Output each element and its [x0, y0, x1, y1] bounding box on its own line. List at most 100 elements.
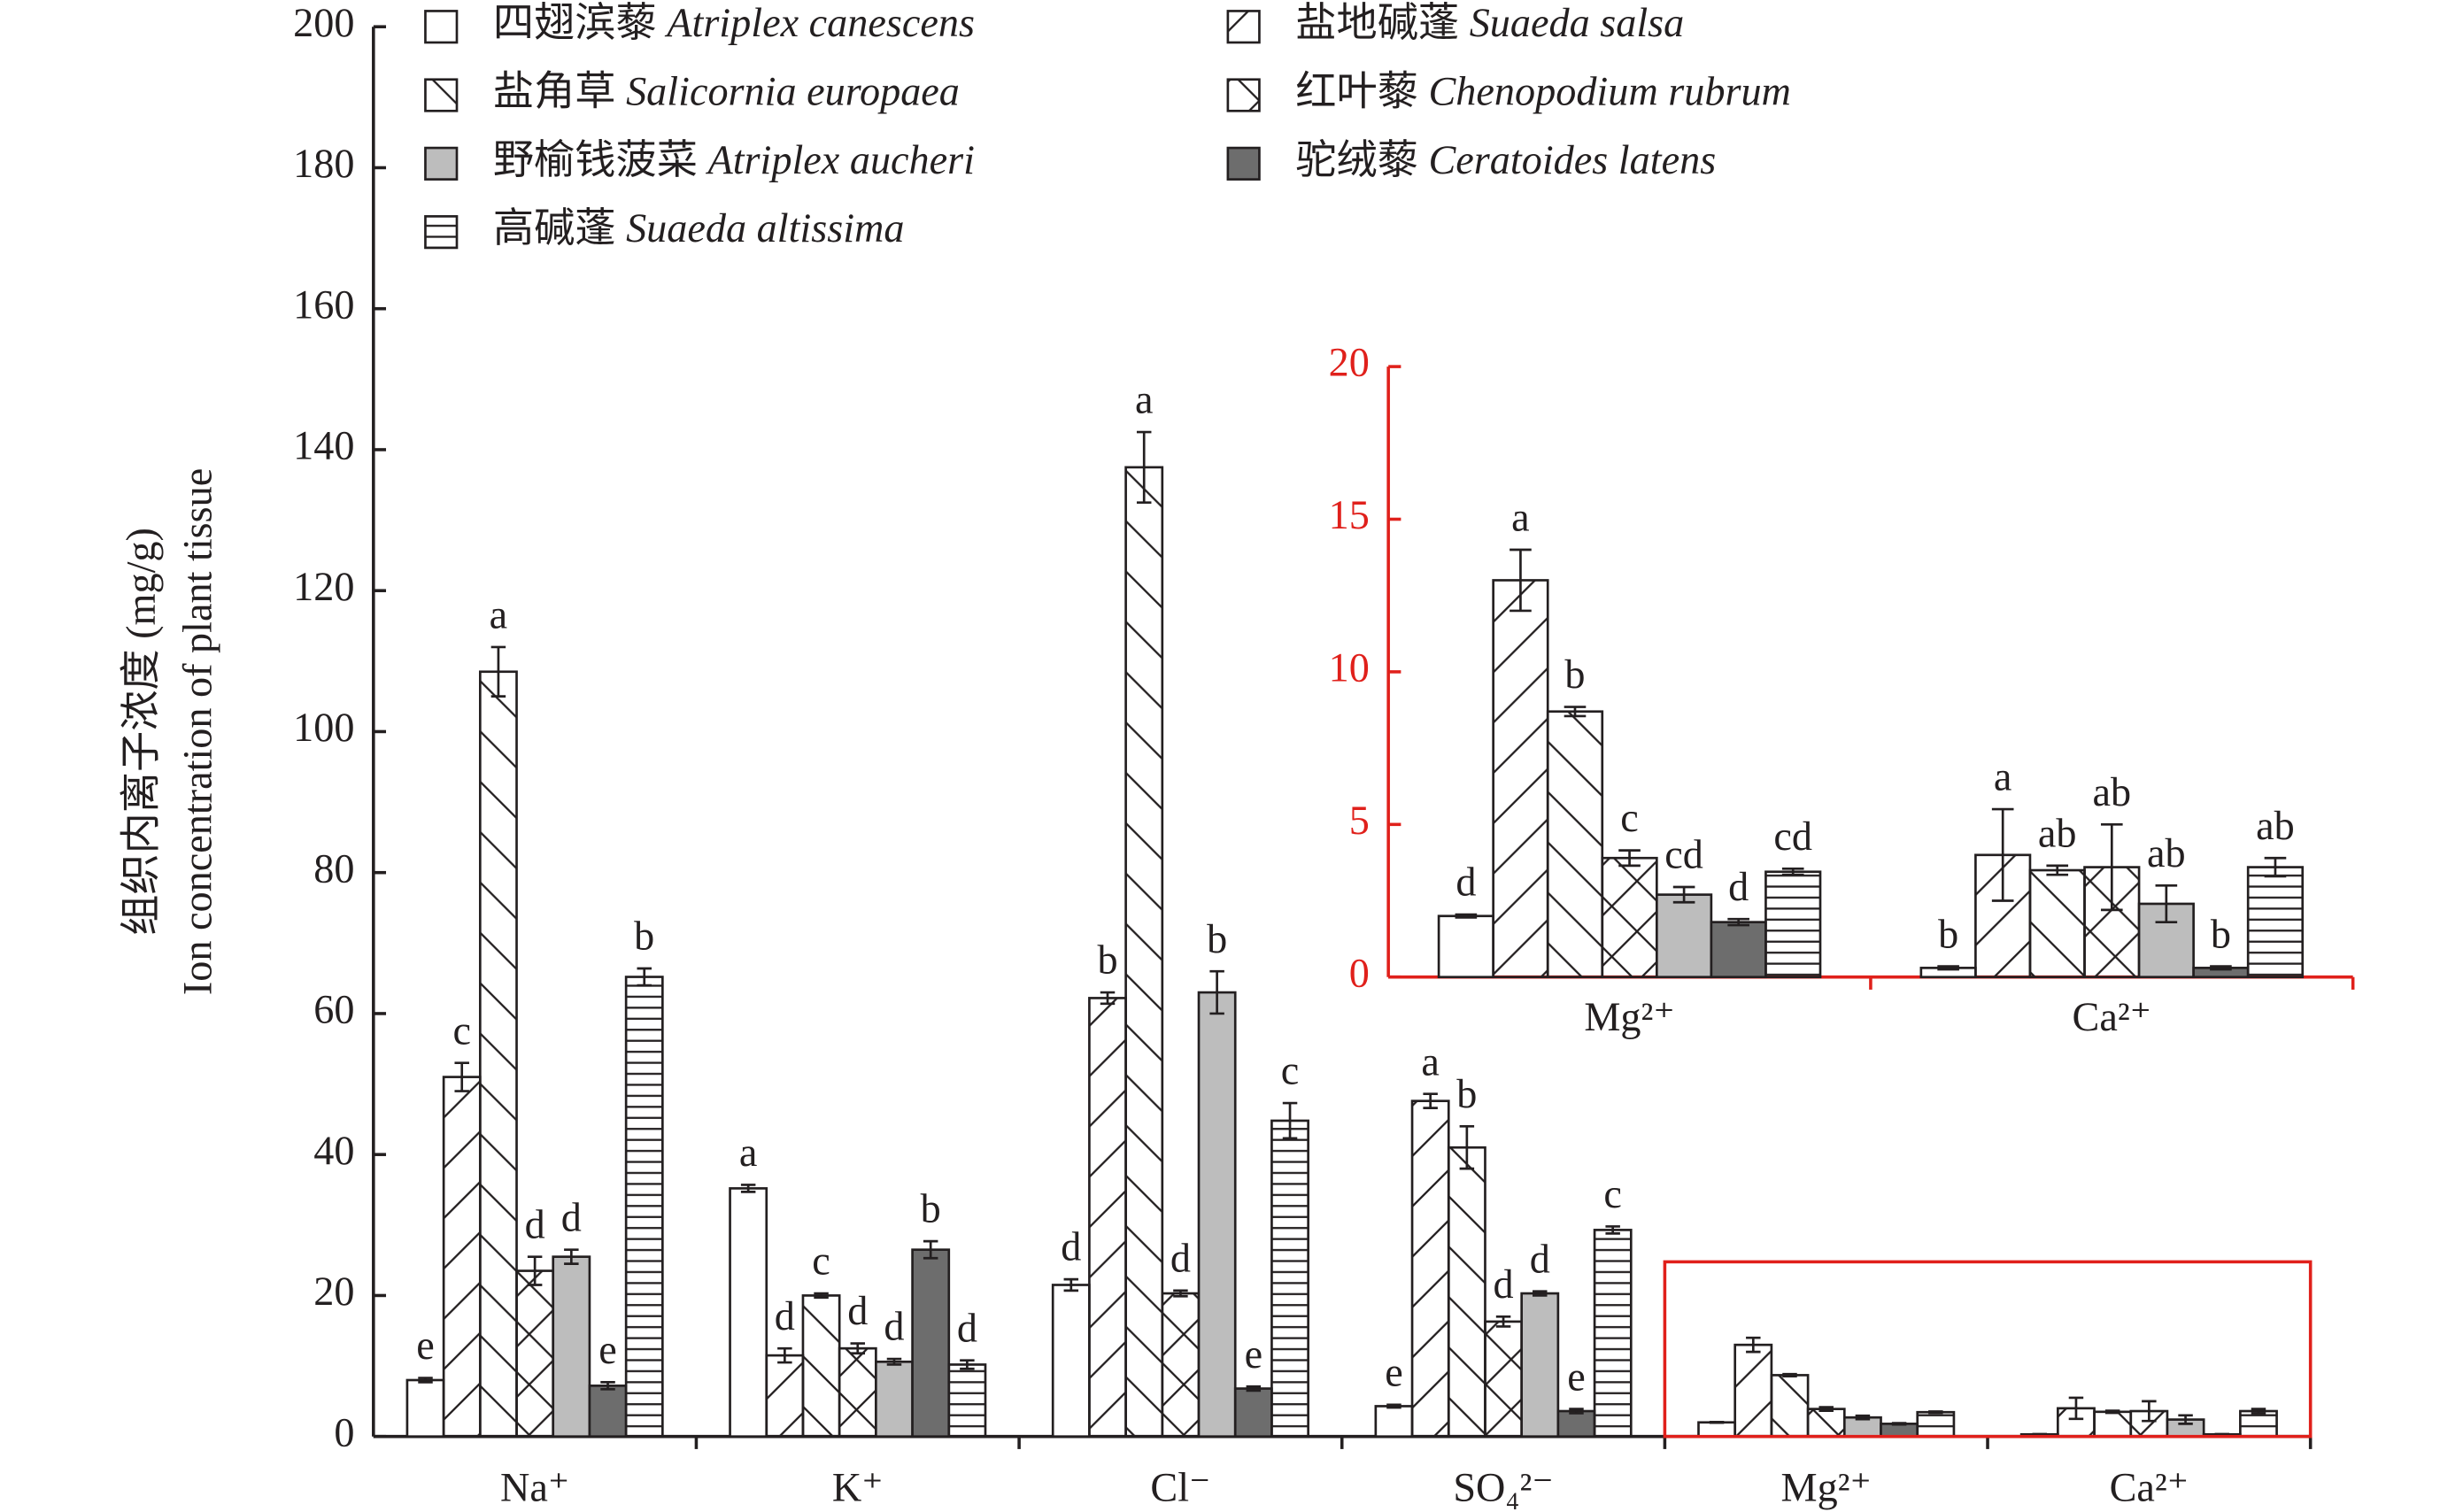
legend-name: 高碱蓬 [493, 205, 616, 251]
significance-letter: c [1281, 1048, 1300, 1093]
error-bar [1282, 1101, 1298, 1140]
y-tick-label: 160 [293, 282, 354, 327]
error-bar [1495, 1315, 1511, 1328]
significance-letter: d [884, 1304, 904, 1349]
legend-marker [424, 10, 459, 44]
error-bar [1246, 1385, 1262, 1392]
bar [552, 1255, 591, 1439]
y-tick-label: 0 [334, 1409, 354, 1454]
significance-letter: b [2211, 911, 2231, 956]
significance-letter: d [775, 1293, 795, 1338]
error-bar [1618, 849, 1641, 868]
error-bar [1991, 807, 2014, 902]
bar [1233, 1387, 1273, 1439]
bar [838, 1346, 877, 1439]
y-tick-label: 10 [1329, 645, 1370, 690]
legend-label: 红叶藜 Chenopodium rubrum [1295, 68, 1791, 113]
bar [1124, 466, 1164, 1439]
significance-letter: d [561, 1194, 582, 1239]
error-bar [740, 1184, 756, 1193]
significance-letter: cd [1664, 832, 1703, 877]
bar [1710, 921, 1767, 979]
legend-label: 驼绒藜 Ceratoides latens [1295, 136, 1716, 181]
legend-name: 驼绒藜 [1295, 136, 1418, 181]
bar [1492, 579, 1549, 979]
x-tick-label: Mg²⁺ [1584, 994, 1674, 1039]
legend-marker [1226, 78, 1261, 112]
error-bar [960, 1359, 975, 1370]
error-bar [886, 1357, 902, 1366]
bar [1770, 1374, 1810, 1439]
error-bar [777, 1346, 792, 1364]
bar [515, 1269, 555, 1439]
bar [1916, 1410, 1956, 1439]
significance-letter: b [1456, 1071, 1477, 1116]
bar [1546, 710, 1604, 979]
y-tick-label: 60 [313, 987, 354, 1032]
significance-letter: b [634, 914, 654, 959]
y-axis-title: 组织内离子浓度 (mg/g) [119, 528, 164, 936]
error-bar [1928, 1410, 1943, 1415]
legend-latin: Atriplex canescens [664, 0, 975, 45]
y-tick-label: 15 [1329, 492, 1370, 537]
error-bar [1746, 1336, 1761, 1354]
bar [1733, 1343, 1773, 1439]
error-bar [1709, 1421, 1725, 1424]
error-bar [814, 1292, 829, 1300]
bar [1655, 893, 1713, 979]
legend-latin: Suaeda altissima [626, 205, 904, 251]
bar [1051, 1284, 1091, 1439]
x-tick-label: SO₄²⁻ [1453, 1465, 1553, 1510]
y-tick-label: 200 [293, 0, 354, 45]
error-bar [1063, 1277, 1079, 1292]
y-tick-label: 0 [1349, 950, 1370, 995]
significance-letter: d [1061, 1224, 1081, 1269]
bar [405, 1378, 445, 1439]
y-tick-label: 40 [313, 1128, 354, 1173]
bar [911, 1248, 951, 1439]
significance-letter: d [847, 1288, 868, 1333]
bar [765, 1354, 805, 1439]
legend-marker [424, 146, 459, 181]
legend-latin: Ceratoides latens [1428, 136, 1716, 181]
error-bar [1855, 1414, 1871, 1421]
legend-latin: Chenopodium rubrum [1428, 68, 1790, 113]
bar [2246, 866, 2305, 979]
significance-letter: e [598, 1327, 617, 1372]
error-bar [2104, 1409, 2120, 1415]
legend-marker [1226, 146, 1261, 181]
error-bar [1136, 430, 1152, 505]
error-bar [1533, 1290, 1548, 1297]
significance-letter: e [416, 1323, 435, 1368]
y-axis-title: Ion concentration of plant tissue [175, 468, 220, 995]
error-bar [1937, 965, 1959, 971]
error-bar [2142, 1400, 2157, 1423]
error-bar [2068, 1396, 2084, 1421]
significance-letter: b [1097, 937, 1117, 983]
error-bar [527, 1255, 543, 1286]
error-bar [1891, 1422, 1907, 1426]
significance-letter: d [1456, 860, 1476, 905]
legend-marker [1226, 10, 1261, 44]
significance-letter: c [812, 1238, 830, 1284]
x-tick-label: Ca²⁺ [2110, 1465, 2189, 1510]
error-bar [2251, 1408, 2266, 1415]
bar [729, 1187, 768, 1439]
error-bar [490, 645, 506, 698]
bar [1880, 1423, 1919, 1439]
significance-letter: c [1620, 795, 1639, 840]
significance-letter: e [1385, 1349, 1403, 1394]
significance-letter: b [1564, 652, 1585, 697]
significance-letter: c [452, 1007, 471, 1053]
x-tick-label: Ca²⁺ [2073, 994, 2152, 1039]
bar [1161, 1292, 1201, 1439]
significance-letter: a [739, 1130, 758, 1175]
error-bar [1672, 885, 1695, 904]
legend-label: 四翅滨藜 Atriplex canescens [493, 0, 975, 45]
legend-name: 四翅滨藜 [493, 0, 657, 45]
error-bar [1818, 1406, 1834, 1412]
bar [1697, 1421, 1737, 1439]
x-tick-label: K⁺ [832, 1465, 884, 1510]
error-bar [2210, 965, 2232, 971]
